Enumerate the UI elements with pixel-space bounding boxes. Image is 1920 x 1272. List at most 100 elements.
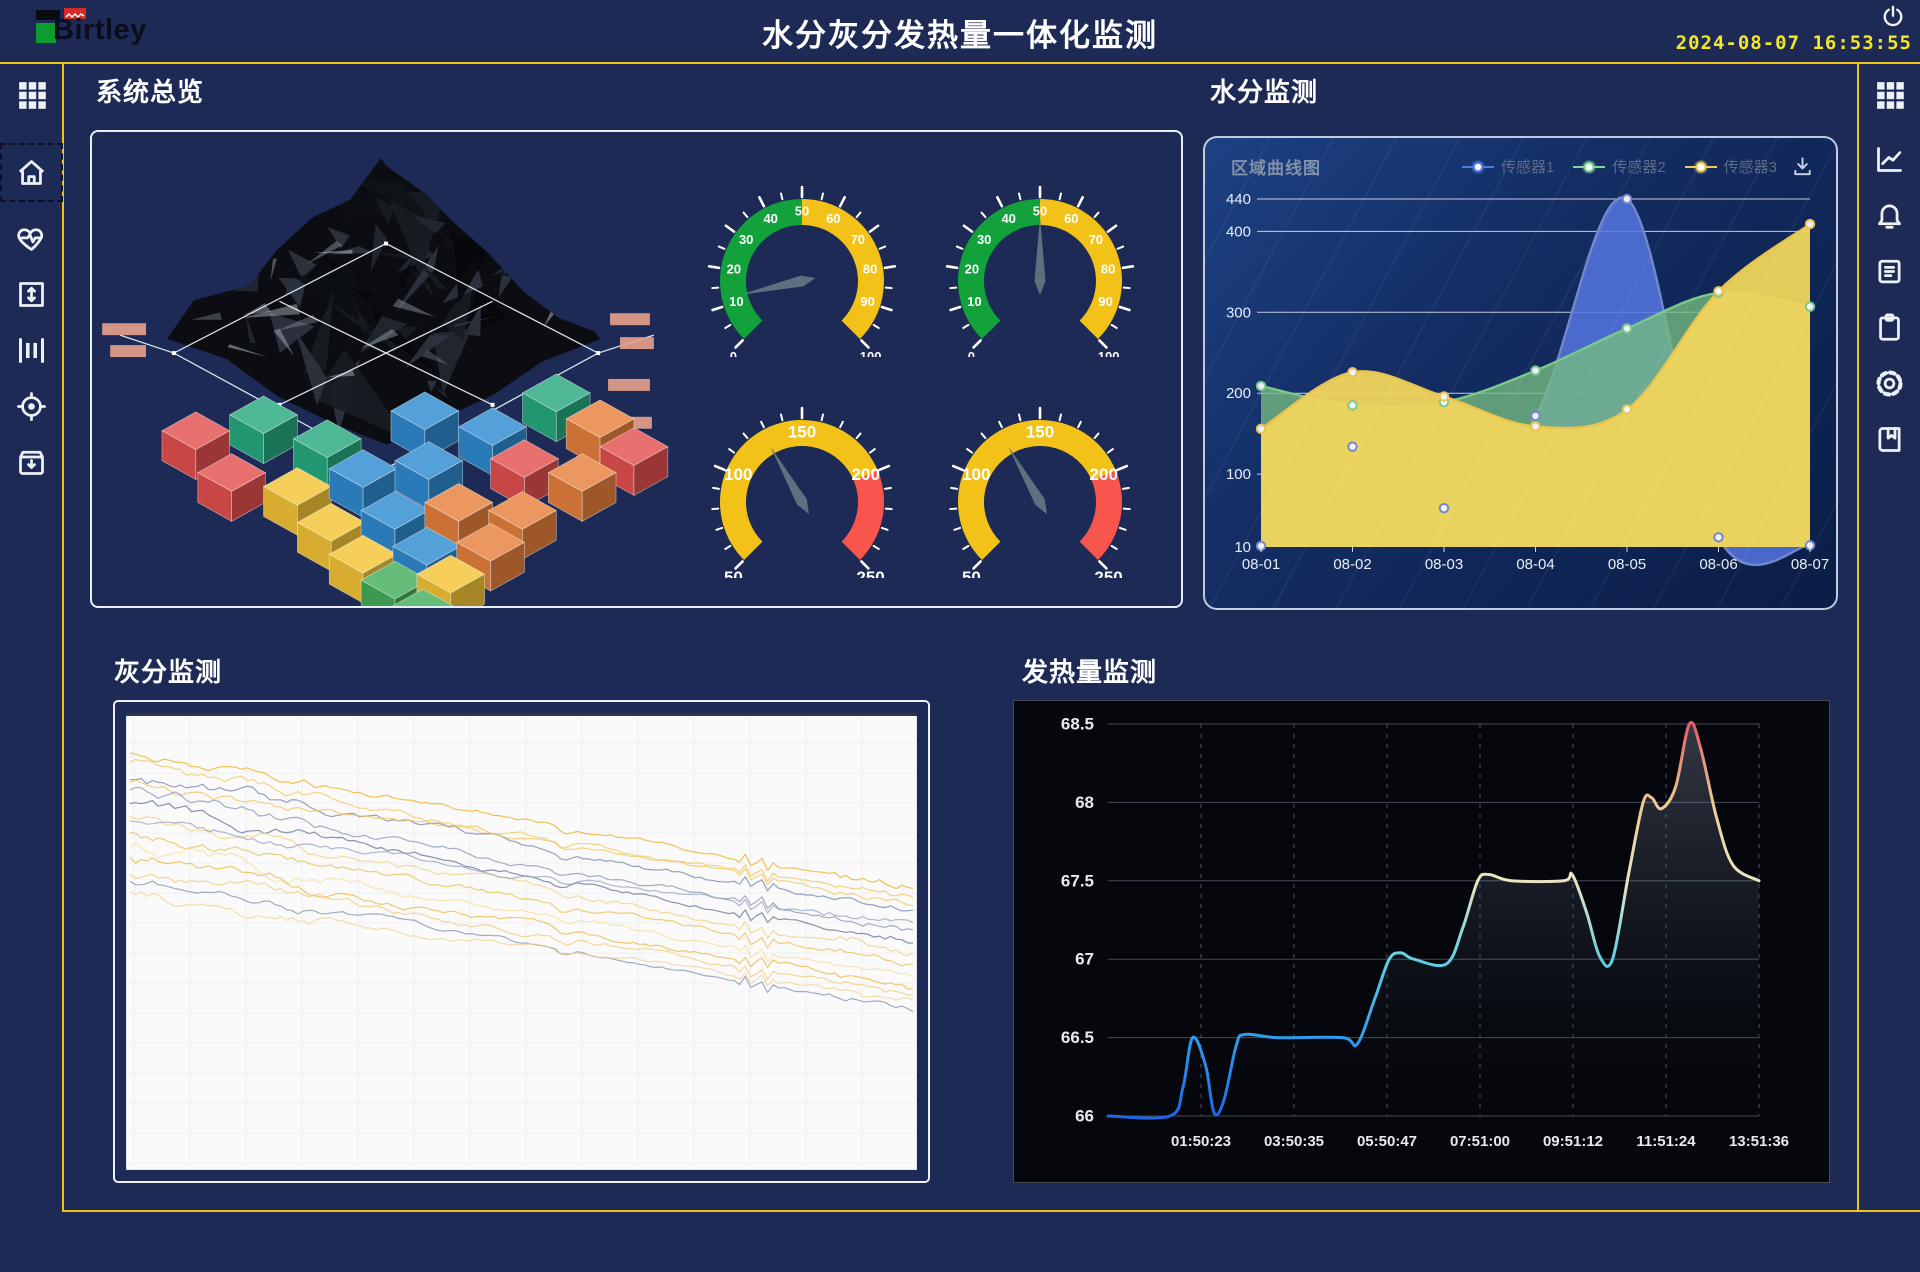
app-header: Birtley 水分灰分发热量一体化监测 2024-08-07 16:53:55: [0, 0, 1920, 64]
legend-marker-icon: [1461, 159, 1494, 174]
svg-text:200: 200: [1226, 385, 1251, 402]
sidebar-item-home[interactable]: [0, 143, 63, 202]
sidebar-item-columns[interactable]: [15, 334, 48, 367]
coal-3d-icon: [102, 157, 669, 606]
sidebar-item-heart-pulse[interactable]: [15, 222, 48, 255]
legend-item-2[interactable]: 传感器2: [1572, 156, 1666, 177]
section-title-moisture: 水分监测: [1210, 77, 1319, 107]
ash-line-chart: [126, 713, 917, 1170]
svg-text:100: 100: [860, 349, 882, 357]
svg-text:50: 50: [724, 568, 743, 578]
sidebar-item-document[interactable]: [1873, 255, 1906, 288]
svg-text:30: 30: [739, 231, 753, 246]
svg-text:03:50:35: 03:50:35: [1264, 1133, 1324, 1150]
svg-text:90: 90: [1098, 293, 1112, 308]
home-icon: [15, 156, 48, 189]
sidebar-item-gear[interactable]: [1873, 367, 1906, 400]
legend-label: 传感器1: [1500, 159, 1555, 176]
heart-pulse-icon: [15, 222, 48, 255]
sidebar-left: [0, 62, 64, 1212]
svg-text:08-06: 08-06: [1699, 556, 1737, 573]
svg-text:08-05: 08-05: [1608, 556, 1646, 573]
svg-text:200: 200: [852, 465, 880, 484]
logo-green-block: [36, 23, 56, 43]
svg-text:70: 70: [851, 231, 865, 246]
logo-black-block: [36, 10, 60, 20]
svg-text:08-03: 08-03: [1425, 556, 1463, 573]
svg-text:10: 10: [729, 293, 743, 308]
book-icon: [1873, 423, 1906, 456]
svg-text:80: 80: [1101, 261, 1115, 276]
svg-text:10: 10: [967, 293, 981, 308]
logo-red-block: [64, 8, 86, 19]
document-icon: [1873, 255, 1906, 288]
legend-item-1[interactable]: 传感器1: [1461, 156, 1554, 177]
svg-text:0: 0: [730, 349, 737, 357]
svg-text:05:50:47: 05:50:47: [1357, 1133, 1417, 1150]
svg-text:70: 70: [1088, 231, 1102, 246]
sidebar-item-grid[interactable]: [15, 78, 48, 111]
svg-text:10: 10: [1234, 539, 1251, 556]
sidebar-item-clipboard[interactable]: [1873, 311, 1906, 344]
moisture-chart-subtitle: 区域曲线图: [1231, 159, 1321, 178]
svg-text:100: 100: [1226, 466, 1251, 483]
svg-text:30: 30: [977, 231, 991, 246]
svg-text:50: 50: [1033, 203, 1047, 218]
sidebar-item-book[interactable]: [1873, 423, 1906, 456]
svg-text:09:51:12: 09:51:12: [1543, 1133, 1603, 1150]
calorific-panel: 66 66.5 67 67.5 68 68.5 01:50:23 03:50:35 05:50:…: [1013, 700, 1830, 1183]
svg-text:08-02: 08-02: [1333, 556, 1371, 573]
gear-icon: [1873, 367, 1906, 400]
svg-text:200: 200: [1089, 465, 1117, 484]
svg-text:50: 50: [962, 568, 981, 578]
svg-text:250: 250: [857, 568, 885, 578]
overview-panel: 0 10 20 30 40 50 60 70 80 90 100 0 10 20 30 40 50 60 70 80 9…: [90, 130, 1183, 608]
power-icon[interactable]: [1880, 4, 1906, 30]
logo-text: Birtley: [53, 14, 147, 46]
svg-text:01:50:23: 01:50:23: [1171, 1133, 1231, 1150]
svg-text:20: 20: [727, 261, 741, 276]
section-title-calorific: 发热量监测: [1022, 657, 1158, 687]
brand-logo: Birtley: [36, 5, 206, 57]
svg-text:300: 300: [1226, 304, 1251, 321]
svg-text:440: 440: [1226, 191, 1251, 208]
gauge-1: 0 10 20 30 40 50 60 70 80 90 100: [708, 185, 897, 357]
calorific-line-chart: 66 66.5 67 67.5 68 68.5 01:50:23 03:50:35 05:50:…: [1061, 714, 1789, 1150]
sidebar-item-target[interactable]: [15, 390, 48, 423]
columns-icon: [15, 334, 48, 367]
sidebar-item-grid[interactable]: [1873, 78, 1906, 111]
svg-text:400: 400: [1226, 223, 1251, 240]
legend-item-3[interactable]: 传感器3: [1684, 156, 1777, 177]
svg-text:20: 20: [964, 261, 978, 276]
legend-marker-icon: [1573, 159, 1606, 174]
svg-text:68.5: 68.5: [1061, 714, 1094, 733]
svg-text:100: 100: [962, 465, 990, 484]
legend-label: 传感器2: [1612, 159, 1666, 176]
svg-text:90: 90: [861, 293, 875, 308]
svg-text:67: 67: [1075, 950, 1094, 969]
svg-text:40: 40: [764, 210, 778, 225]
line-chart-icon: [1873, 143, 1906, 176]
grid-icon: [15, 78, 48, 111]
svg-text:08-01: 08-01: [1242, 556, 1280, 573]
svg-text:66: 66: [1075, 1106, 1094, 1125]
svg-text:07:51:00: 07:51:00: [1450, 1133, 1510, 1150]
logo-zigzag-icon: [65, 13, 85, 18]
download-button[interactable]: [1791, 155, 1814, 178]
moisture-area-chart: 10 100 200 300 400 440 08-01 08-02 08-03 08-04 08-…: [1226, 191, 1829, 573]
svg-text:08-04: 08-04: [1516, 556, 1554, 573]
sidebar-item-resize-vertical[interactable]: [15, 278, 48, 311]
page-title: 水分灰分发热量一体化监测: [762, 18, 1158, 53]
sidebar-item-bell[interactable]: [1873, 199, 1906, 232]
svg-text:66.5: 66.5: [1061, 1028, 1094, 1047]
svg-text:13:51:36: 13:51:36: [1729, 1133, 1789, 1150]
ash-chart-frame: [126, 713, 917, 1170]
svg-text:150: 150: [788, 422, 816, 441]
svg-text:100: 100: [724, 465, 752, 484]
svg-text:250: 250: [1094, 568, 1122, 578]
sidebar-item-archive[interactable]: [15, 446, 48, 479]
system-clock: 2024-08-07 16:53:55: [1675, 32, 1912, 54]
gauge-3: 50 100 150 200 250: [711, 406, 893, 578]
sidebar-item-line-chart[interactable]: [1873, 143, 1906, 176]
